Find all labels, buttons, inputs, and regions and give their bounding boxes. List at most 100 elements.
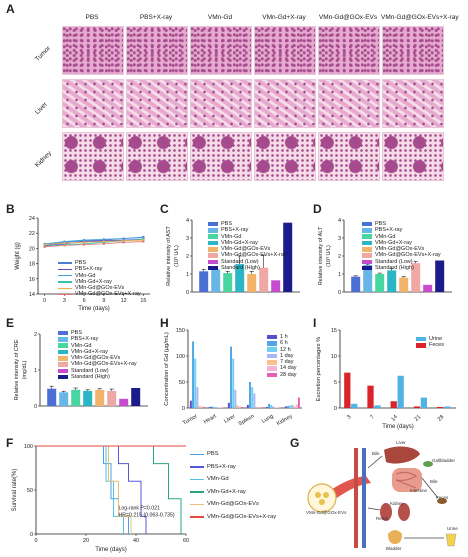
legend-swatch (190, 503, 204, 505)
label-renal: Renal (376, 516, 388, 521)
data-point (102, 238, 106, 241)
intestine-folds (395, 471, 418, 489)
legend-entry: Urine (416, 336, 444, 342)
histology-image (254, 79, 316, 128)
y-tick-label: 0 (186, 290, 189, 296)
bar (71, 389, 81, 406)
bar (397, 375, 404, 408)
bar (291, 404, 294, 408)
legend-label: PBS (71, 330, 83, 336)
y-tick-label: 2 (34, 332, 37, 338)
bar (131, 388, 141, 406)
legend-entry: PBS+X-ray (208, 227, 287, 233)
histology-image (254, 26, 316, 75)
y-tick-label: 18 (29, 262, 35, 268)
legend-label: VMn-Gd+X-ray (207, 488, 246, 495)
legend-label: Standard (Low) (375, 258, 413, 265)
legend-swatch (208, 221, 218, 227)
legend-swatch (267, 366, 277, 371)
x-tick-label: 40 (133, 538, 139, 544)
label-gallbladder: Gallbladder (432, 458, 456, 463)
legend-label: Feces (429, 342, 444, 349)
weight-legend: PBS PBS+X-ray VMn-Gd VMn-Gd+X-ray VMn-Gd@GOx… (58, 260, 141, 298)
category-label: Heart (203, 413, 218, 425)
bar (234, 389, 237, 408)
liver-shape (384, 446, 420, 464)
legend-swatch (58, 281, 72, 283)
x-tick-label: 60 (183, 538, 189, 544)
bar (278, 407, 281, 408)
legend-entry: Standard (High) (58, 374, 137, 380)
bar (219, 407, 222, 408)
gd-biodistribution-chart: 0 50 100 150 Tumor Heart Liver Spleen Lung Kidney… (164, 328, 302, 427)
bar (375, 274, 385, 292)
legend-label: 6 h (280, 340, 288, 347)
panel-label-d: D (313, 202, 322, 216)
bar (351, 276, 361, 292)
x-tick-label: 0 (43, 298, 46, 304)
data-point (43, 243, 46, 246)
bar (221, 407, 224, 408)
bar (107, 390, 117, 406)
label-kidney: Kidney (390, 501, 404, 506)
legend-entry: PBS (362, 221, 441, 227)
y-axis-unit: (mg/dL) (22, 360, 28, 379)
legend-entry: 14 day (267, 365, 297, 371)
legend-entry: 12 h (267, 347, 297, 353)
x-axis-label: Time (days) (78, 306, 109, 312)
legend-label: 1 day (280, 352, 294, 359)
legend-entry: VMn-Gd@GOx-EVs+X-ray (208, 252, 287, 258)
vesicle-circle (307, 483, 337, 513)
category-label: Tumor (182, 413, 199, 426)
legend-entry: VMn-Gd+X-ray (362, 240, 441, 246)
legend-entry: VMn-Gd@GOx-EVs (208, 246, 287, 252)
legend-entry: PBS (208, 221, 287, 227)
label-bile: Bile (372, 451, 380, 456)
bar (246, 404, 249, 408)
y-tick-label: 0 (338, 290, 341, 296)
y-tick-label: 1 (34, 368, 37, 374)
legend-entry: VMn-Gd@GOx-EVs (58, 355, 137, 361)
legend-label: VMn-Gd@GOx-EVs+X-ray (71, 361, 137, 368)
bar (423, 284, 433, 292)
bar (436, 406, 444, 408)
legend-label: PBS (207, 451, 219, 457)
vesicle-dot (315, 492, 321, 498)
legend-label: Standard (Low) (221, 258, 259, 265)
legend-entry: VMn-Gd@GOx-EVs+X-ray (190, 511, 276, 524)
category-label: 14 (390, 414, 399, 423)
y-tick-label: 1 (338, 272, 341, 278)
legend-label: VMn-Gd@GOx-EVs+X-ray (75, 291, 141, 298)
legend-swatch (362, 247, 372, 252)
bar (235, 264, 245, 292)
legend-label: PBS+X-ray (207, 463, 236, 470)
y-axis-label: Excretion percentages % (316, 337, 322, 401)
legend-swatch (58, 268, 72, 271)
bar (399, 277, 409, 292)
bar (59, 392, 69, 406)
legend-swatch (267, 347, 277, 352)
legend-label: 14 day (280, 365, 297, 372)
legend-entry: VMn-Gd@GOx-EVs+X-ray (58, 361, 137, 367)
legend-label: VMn-Gd@GOx-EVs (71, 355, 121, 362)
histology-image (318, 132, 380, 181)
histology-image (190, 26, 252, 75)
vesicle-dot (323, 492, 329, 498)
survival-curve (36, 445, 132, 534)
legend-swatch (58, 330, 68, 336)
panel-label-g: G (290, 436, 300, 450)
legend-swatch (208, 265, 218, 271)
y-axis-label: Survival rate(%) (12, 469, 18, 512)
legend-swatch (362, 221, 372, 227)
y-tick-label: 1 (186, 272, 189, 278)
legend-entry: 28 day (267, 372, 297, 378)
bar (283, 222, 293, 292)
panel-label-c: C (160, 202, 169, 216)
y-tick-label: 15 (331, 328, 337, 334)
legend-swatch (208, 240, 218, 246)
bar (189, 400, 192, 408)
data-point (63, 241, 66, 245)
alt-legend: PBS PBS+X-ray VMn-Gd VMn-Gd+X-ray VMn-Gd@GOx… (362, 221, 441, 271)
bar (211, 269, 221, 292)
legend-label: VMn-Gd@GOx-EVs (221, 246, 271, 253)
